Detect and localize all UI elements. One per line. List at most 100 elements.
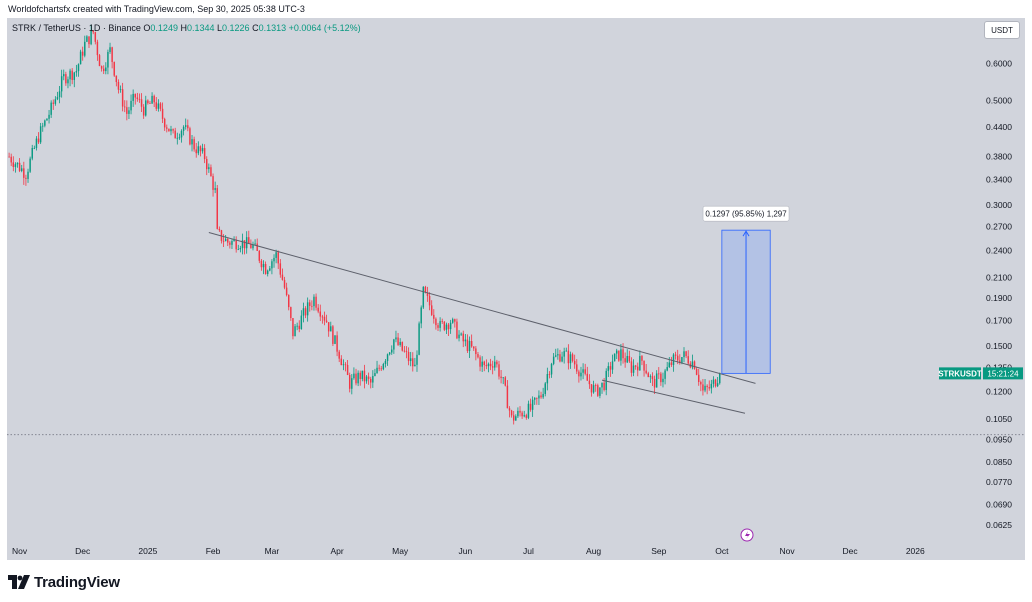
candle-body: [304, 308, 307, 316]
candle-body: [254, 243, 256, 245]
candle-body: [311, 305, 313, 307]
candle-body: [260, 260, 263, 268]
y-tick-label: 0.0850: [986, 457, 1012, 467]
y-tick-label: 0.2400: [986, 245, 1012, 255]
candle-body: [178, 137, 181, 139]
candle-body: [437, 325, 439, 328]
candle-body: [172, 129, 174, 131]
candle-body: [409, 358, 412, 362]
candle-body: [632, 365, 635, 373]
candle-body: [361, 370, 364, 380]
candle-body: [512, 415, 515, 421]
trendline-lower: [601, 379, 746, 414]
candle-body: [44, 120, 46, 126]
candle-body: [292, 318, 294, 337]
candle-body: [145, 100, 147, 116]
candle-body: [269, 268, 271, 271]
candle-body: [533, 397, 536, 400]
candle-body: [449, 322, 452, 330]
chart-area[interactable]: [7, 18, 1025, 560]
candle-body: [693, 361, 696, 369]
candle-body: [399, 341, 401, 345]
candle-body: [639, 356, 641, 371]
candle-body: [197, 146, 200, 154]
candle-body: [180, 130, 183, 138]
candle-body: [508, 408, 511, 411]
candle-body: [92, 30, 94, 33]
candle-body: [121, 89, 124, 107]
candle-body: [8, 156, 10, 158]
candle-body: [489, 363, 492, 367]
candle-body: [664, 370, 666, 379]
candle-body: [157, 103, 160, 109]
candle-body: [542, 393, 544, 398]
candle-body: [126, 107, 128, 114]
candle-body: [250, 243, 252, 249]
candle-body: [239, 248, 242, 250]
candle-body: [94, 32, 97, 42]
candle-body: [281, 274, 284, 280]
candle-body: [344, 364, 347, 366]
candle-body: [174, 130, 176, 139]
candle-body: [161, 108, 164, 119]
candle-body: [515, 416, 517, 421]
candle-body: [71, 70, 73, 80]
candle-body: [658, 373, 660, 375]
candle-body: [649, 376, 652, 378]
candle-body: [510, 410, 513, 416]
candle-body: [151, 95, 153, 104]
y-tick-label: 0.0770: [986, 477, 1012, 487]
candle-body: [136, 97, 139, 99]
y-tick-label: 0.3000: [986, 200, 1012, 210]
candle-body: [313, 296, 315, 307]
candle-body: [96, 41, 99, 56]
candle-body: [317, 307, 319, 312]
candle-body: [334, 335, 336, 344]
currency-button[interactable]: USDT: [984, 21, 1020, 39]
candle-body: [159, 103, 162, 109]
candle-body: [395, 337, 397, 340]
high-value: 0.1344: [186, 23, 215, 33]
candle-body: [630, 361, 633, 373]
candle-body: [233, 239, 235, 242]
candle-body: [54, 99, 57, 104]
candle-body: [647, 373, 650, 378]
candle-body: [679, 360, 681, 363]
x-tick-label: Nov: [779, 546, 795, 556]
candle-body: [660, 373, 662, 383]
candle-body: [468, 341, 471, 352]
candle-body: [475, 348, 477, 355]
candle-body: [67, 79, 69, 84]
candle-body: [214, 188, 216, 190]
tradingview-logo[interactable]: TradingView: [8, 573, 120, 591]
candle-body: [283, 279, 286, 288]
candle-body: [241, 240, 244, 249]
candle-body: [601, 382, 603, 388]
x-tick-label: Jun: [458, 546, 472, 556]
candle-body: [645, 370, 647, 374]
trendline-upper: [208, 232, 756, 384]
candle-body: [451, 319, 454, 323]
candle-body: [544, 383, 546, 394]
y-tick-label: 0.5000: [986, 96, 1012, 106]
price-tag-countdown-bg: [983, 367, 1023, 380]
candle-body: [166, 127, 168, 129]
candle-body: [81, 51, 84, 56]
candle-body: [237, 249, 240, 251]
candle-body: [712, 379, 715, 384]
candle-body: [321, 316, 324, 318]
candle-body: [35, 138, 38, 148]
low-value: 0.1226: [222, 23, 250, 33]
candle-body: [464, 339, 467, 342]
candle-body: [325, 320, 328, 323]
candle-body: [153, 95, 155, 103]
candle-body: [685, 351, 687, 357]
candle-body: [340, 358, 343, 366]
x-tick-label: Jul: [523, 546, 534, 556]
candle-body: [706, 385, 708, 388]
candle-body: [296, 325, 298, 327]
symbol-title[interactable]: STRK / TetherUS · 1D · Binance: [12, 23, 141, 33]
candle-body: [603, 382, 605, 390]
candle-body: [624, 358, 626, 363]
